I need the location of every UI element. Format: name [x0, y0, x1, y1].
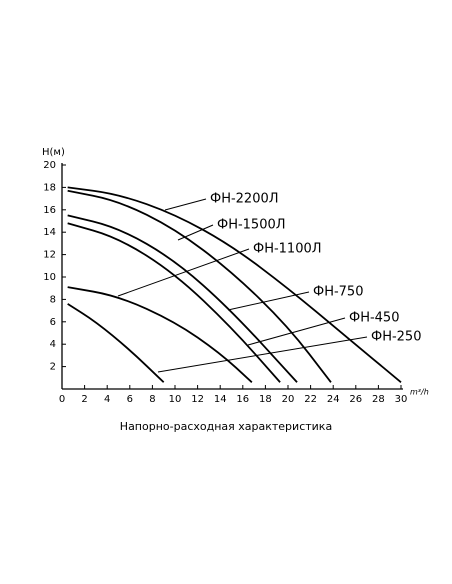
y-tick-label: 18	[43, 182, 56, 193]
leader-line	[227, 291, 310, 311]
series-label: ФН-450	[349, 311, 399, 326]
leader-line	[164, 198, 207, 211]
x-tick-label: 4	[104, 394, 110, 405]
curve	[67, 214, 298, 383]
y-tick-label: 8	[50, 294, 56, 305]
x-tick-label: 30	[395, 394, 408, 405]
curve	[67, 189, 332, 383]
series-label: ФН-250	[371, 330, 421, 345]
x-tick-label: 10	[169, 394, 182, 405]
y-tick-label: 12	[43, 250, 56, 261]
y-tick-label: 10	[43, 272, 56, 283]
x-tick-label: 16	[236, 394, 249, 405]
curve	[67, 222, 281, 383]
y-tick-label: 6	[50, 317, 56, 328]
leader-line	[247, 317, 346, 346]
x-tick-label: 26	[349, 394, 362, 405]
leader-line	[117, 248, 250, 297]
series-label: ФН-1500Л	[217, 218, 286, 233]
y-tick-label: 16	[43, 205, 56, 216]
x-axis-label: m³/h	[410, 388, 429, 397]
series-label: ФН-2200Л	[210, 192, 279, 207]
x-tick-label: 28	[372, 394, 385, 405]
x-tick-label: 22	[304, 394, 317, 405]
y-tick-label: 2	[50, 362, 56, 373]
x-tick-label: 2	[81, 394, 87, 405]
x-tick-label: 8	[149, 394, 155, 405]
curve	[67, 303, 165, 383]
curve	[67, 286, 253, 383]
y-tick-label: 4	[50, 339, 56, 350]
x-tick-label: 12	[191, 394, 204, 405]
y-axis-label: H(м)	[42, 147, 65, 158]
x-tick-label: 6	[127, 394, 133, 405]
leader-line	[177, 224, 214, 241]
y-tick-label: 14	[43, 227, 56, 238]
caption: Напорно-расходная характеристика	[120, 420, 332, 433]
x-tick-label: 18	[259, 394, 272, 405]
series-label: ФН-750	[313, 285, 363, 300]
y-tick-label: 20	[43, 160, 56, 171]
x-tick-label: 0	[59, 394, 65, 405]
leader-line	[157, 336, 368, 373]
x-tick-label: 14	[214, 394, 227, 405]
series-label: ФН-1100Л	[253, 242, 322, 257]
x-tick-label: 20	[282, 394, 295, 405]
x-tick-label: 24	[327, 394, 340, 405]
curve	[67, 186, 402, 383]
